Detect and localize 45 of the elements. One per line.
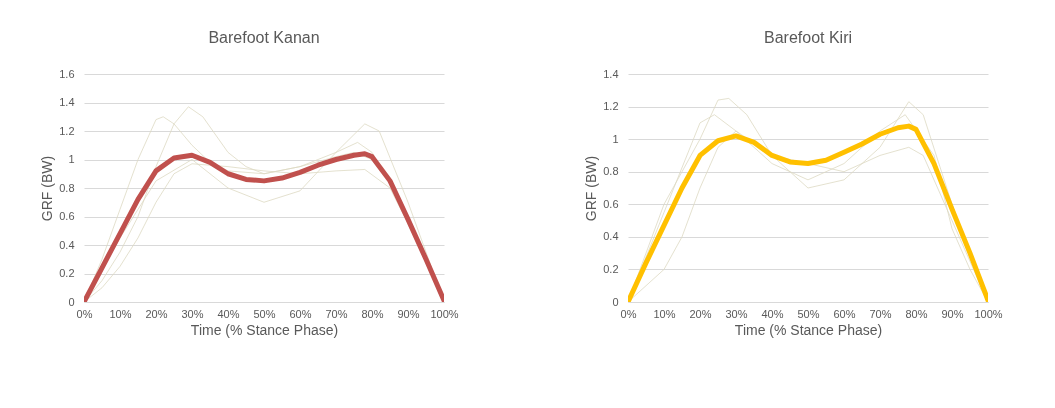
y-tick-label: 1 bbox=[68, 153, 75, 165]
y-tick-label: 0.8 bbox=[603, 165, 619, 178]
x-tick-label: 80% bbox=[905, 307, 928, 320]
y-tick-label: 1.6 bbox=[59, 67, 75, 80]
x-tick-label: 100% bbox=[974, 307, 1003, 320]
x-tick-label: 60% bbox=[833, 307, 856, 320]
y-tick-label: 1.2 bbox=[59, 124, 75, 137]
x-tick-label: 70% bbox=[869, 307, 892, 320]
x-tick-label: 100% bbox=[430, 307, 459, 320]
x-axis-title: Time (% Stance Phase) bbox=[734, 321, 883, 338]
x-tick-label: 90% bbox=[397, 307, 420, 320]
x-tick-label: 40% bbox=[761, 307, 784, 320]
x-tick-label: 10% bbox=[653, 307, 676, 320]
y-tick-label: 0 bbox=[612, 295, 619, 308]
y-tick-label: 1 bbox=[612, 132, 619, 145]
y-axis-title: GRF (BW) bbox=[583, 155, 600, 222]
x-tick-label: 80% bbox=[361, 307, 384, 320]
y-tick-label: 0.2 bbox=[603, 262, 619, 275]
y-tick-label: 0.8 bbox=[59, 181, 75, 194]
y-tick-label: 0.4 bbox=[603, 230, 619, 243]
x-tick-label: 50% bbox=[253, 307, 276, 320]
x-tick-label: 0% bbox=[620, 307, 637, 320]
chart-title: Barefoot Kiri bbox=[763, 29, 853, 46]
y-tick-label: 0.6 bbox=[603, 197, 619, 210]
x-tick-label: 70% bbox=[325, 307, 348, 320]
x-tick-label: 20% bbox=[689, 307, 712, 320]
y-tick-label: 0.6 bbox=[59, 210, 75, 222]
x-tick-label: 10% bbox=[109, 307, 132, 320]
y-tick-label: 1.4 bbox=[59, 96, 75, 108]
chart-title: Barefoot Kanan bbox=[208, 29, 320, 46]
y-tick-label: 0 bbox=[68, 295, 75, 308]
x-tick-label: 0% bbox=[76, 307, 93, 320]
x-tick-label: 60% bbox=[289, 307, 312, 320]
y-tick-label: 0.4 bbox=[59, 238, 75, 251]
y-tick-label: 0.2 bbox=[59, 267, 75, 279]
x-tick-label: 40% bbox=[217, 307, 240, 320]
y-tick-label: 1.4 bbox=[603, 67, 619, 80]
y-tick-label: 1.2 bbox=[603, 100, 619, 113]
x-tick-label: 50% bbox=[797, 307, 820, 320]
x-tick-label: 90% bbox=[941, 307, 964, 320]
x-tick-label: 30% bbox=[725, 307, 748, 320]
y-axis-title: GRF (BW) bbox=[39, 155, 56, 222]
x-axis-title: Time (% Stance Phase) bbox=[190, 321, 339, 338]
x-tick-label: 30% bbox=[181, 307, 204, 320]
x-tick-label: 20% bbox=[145, 307, 168, 320]
